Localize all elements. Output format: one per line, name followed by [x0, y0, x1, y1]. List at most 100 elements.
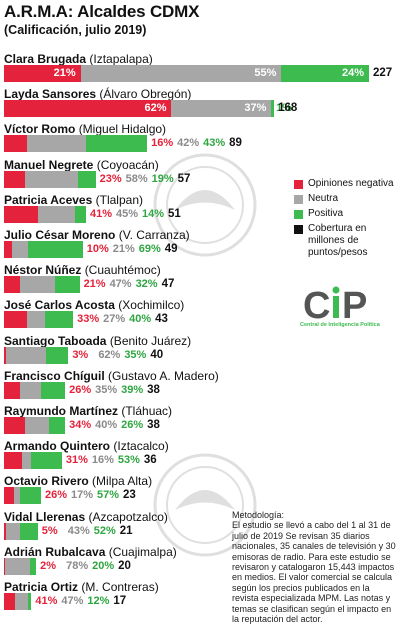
stacked-bar: [4, 311, 74, 329]
borough-name: (M. Contreras): [81, 580, 159, 594]
bar-segment-negative: [4, 346, 6, 364]
borough-name: (Tlalpan): [95, 192, 143, 207]
data-label-neutral: 43%: [67, 524, 90, 537]
stacked-bar: [4, 346, 69, 364]
bar-segment-positive: [281, 65, 369, 82]
data-label-positive: 57%: [96, 489, 119, 502]
legend-label-positive: Positiva: [308, 208, 344, 219]
bar-segment-neutral: [11, 241, 29, 258]
data-label-neutral: 62%: [98, 348, 121, 361]
chart-row: Vidal Llerenas (Azcapotzalco) 5% 43% 52% 21: [4, 510, 399, 547]
stacked-bar: [4, 452, 62, 470]
coverage-label: 20: [118, 559, 131, 572]
bar-segment-neutral: [15, 593, 29, 610]
stacked-bar: [4, 417, 66, 434]
chart-row: Julio César Moreno (V. Carranza) 10% 21% 69…: [4, 228, 399, 265]
eagle-seal-watermark-icon: [153, 153, 257, 257]
chart-row: Octavio Rivero (Milpa Alta) 26% 17% 57% 23: [4, 474, 399, 511]
data-label-neutral: 55%: [254, 67, 277, 79]
data-label-positive: 69%: [138, 243, 161, 255]
data-label-negative: 23%: [99, 172, 122, 185]
stacked-bar: [4, 65, 369, 82]
data-label-neutral: 21%: [112, 243, 135, 255]
cip-logo: C P Central de Inteligencia Política: [300, 282, 395, 332]
legend-swatch-neutral: [294, 195, 303, 204]
borough-name: (Álvaro Obregón): [99, 87, 192, 102]
bar-segment-negative: [4, 381, 20, 399]
bar-segment-negative: [4, 452, 22, 470]
stacked-bar: [4, 170, 96, 188]
coverage-label: 38: [147, 419, 160, 431]
chart-row: Francisco Chíguil (Gustavo A. Madero) 26%…: [4, 369, 399, 406]
chart-row: Layda Sansores (Álvaro Obregón) 62% 37% 1% 1…: [4, 87, 399, 124]
data-label-positive: 24%: [342, 67, 365, 79]
data-label-negative: 41%: [35, 595, 58, 607]
legend-swatch-positive: [294, 210, 303, 219]
borough-name: (Gustavo A. Madero): [108, 368, 219, 383]
methodology-note: Metodología: El estudio se llevó a cabo …: [232, 510, 398, 624]
coverage-label: 227: [373, 67, 393, 79]
data-label-positive: 19%: [151, 172, 174, 185]
bar-segment-neutral: [171, 100, 272, 118]
row-label: Julio César Moreno (V. Carranza): [4, 228, 190, 242]
data-label-neutral: 35%: [95, 383, 118, 396]
data-label-neutral: 42%: [177, 137, 200, 150]
data-label-neutral: 47%: [109, 278, 132, 291]
row-label: Adrián Rubalcava (Cuajimalpa): [4, 545, 177, 559]
chart-row: Manuel Negrete (Coyoacán) 23% 58% 19% 57: [4, 158, 399, 195]
data-label-neutral: 27%: [103, 313, 126, 326]
bar-segment-positive: [78, 170, 96, 188]
coverage-label: 168: [278, 102, 298, 115]
mayor-name: Néstor Núñez: [4, 263, 82, 278]
borough-name: (Cuauhtémoc): [84, 263, 161, 278]
chart-row: Raymundo Martínez (Tláhuac) 34% 40% 26% 38: [4, 404, 399, 441]
chart-row: Santiago Taboada (Benito Juárez) 3% 62% 35%…: [4, 334, 399, 371]
data-label-negative: 16%: [151, 137, 174, 150]
data-label-negative: 21%: [83, 278, 106, 291]
chart-title: A.R.M.A: Alcaldes CDMX: [4, 2, 200, 21]
data-label-negative: 2%: [40, 559, 57, 572]
bar-segment-neutral: [19, 381, 42, 399]
data-label-negative: 26%: [44, 489, 67, 502]
coverage-label: 36: [143, 454, 157, 467]
row-label: Santiago Taboada (Benito Juárez): [4, 334, 191, 348]
bar-segment-neutral: [13, 487, 20, 505]
eagle-seal-watermark-icon: [153, 453, 257, 557]
methodology-heading: Metodología:: [232, 510, 285, 520]
coverage-label: 17: [113, 595, 127, 607]
bar-segment-neutral: [26, 311, 46, 329]
bar-segment-neutral: [37, 205, 75, 223]
stacked-bar: [4, 276, 80, 294]
bar-segment-positive: [31, 452, 62, 470]
stacked-bar: [4, 593, 32, 610]
borough-name: (Tláhuac): [121, 404, 173, 418]
chart-legend: Opiniones negativa Neutra Positiva Cober…: [294, 178, 399, 258]
row-label: Patricia Ortiz (M. Contreras): [4, 580, 159, 594]
coverage-label: 40: [150, 348, 164, 361]
legend-label-negative: Opiniones negativa: [308, 178, 394, 189]
coverage-label: 57: [177, 172, 191, 185]
coverage-label: 43: [155, 313, 168, 326]
row-label: Clara Brugada (Iztapalapa): [4, 52, 153, 66]
bar-segment-neutral: [4, 557, 30, 575]
methodology-text: El estudio se llevó a cabo del 1 al 31 d…: [232, 520, 396, 624]
coverage-label: 89: [229, 137, 242, 150]
bar-segment-positive: [28, 593, 32, 610]
data-label-negative: 33%: [77, 313, 100, 326]
coverage-label: 23: [122, 489, 136, 502]
bar-segment-negative: [4, 205, 38, 223]
data-label-positive: 20%: [92, 559, 115, 572]
row-label: Víctor Romo (Miguel Hidalgo): [4, 122, 166, 136]
row-label: Armando Quintero (Iztacalco): [4, 439, 169, 453]
mayor-name: Adrián Rubalcava: [4, 544, 106, 559]
data-label-positive: 40%: [129, 313, 152, 326]
mayor-name: Armando Quintero: [4, 439, 111, 454]
bar-segment-positive: [28, 241, 83, 258]
borough-name: (Xochimilco): [118, 298, 185, 313]
bar-segment-positive: [20, 522, 38, 540]
borough-name: (Azcapotzalco): [88, 509, 168, 524]
mayor-name: Raymundo Martínez: [4, 404, 119, 418]
borough-name: (Benito Juárez): [109, 333, 192, 348]
mayor-name: Julio César Moreno: [4, 228, 116, 242]
mayor-name: Patricia Aceves: [4, 192, 93, 207]
